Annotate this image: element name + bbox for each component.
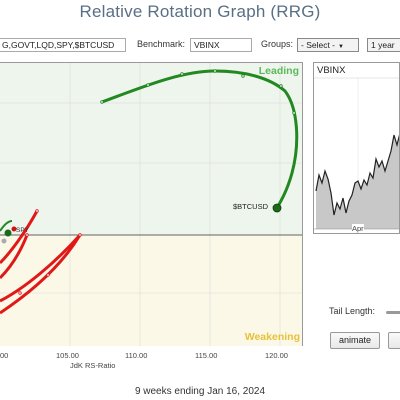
toolbar: G,GOVT,LQD,SPY,$BTCUSD Benchmark: VBINX … <box>0 35 400 57</box>
chevron-down-icon: ▼ <box>338 44 344 50</box>
weakening-quadrant <box>0 235 302 346</box>
tail-length-label: Tail Length: <box>329 306 376 316</box>
x-tick: 115.00 <box>195 351 218 360</box>
side-chart-x-tick: Apr <box>352 224 364 233</box>
red-tail-points <box>18 209 82 295</box>
leading-quadrant-label: Leading <box>258 65 299 77</box>
red-tails <box>0 210 82 315</box>
period-footer: 9 weeks ending Jan 16, 2024 <box>134 386 266 397</box>
groups-label: Groups: <box>261 39 294 49</box>
benchmark-label: Benchmark: <box>137 39 186 49</box>
side-chart-plot <box>314 77 399 233</box>
groups-select[interactable]: - Select - ▼ <box>297 38 359 52</box>
period-select[interactable]: 1 year <box>367 38 400 52</box>
leading-quadrant <box>0 63 302 235</box>
x-tick: 110.00 <box>125 351 148 360</box>
benchmark-input[interactable]: VBINX <box>190 38 252 52</box>
x-tick: 120.00 <box>265 351 288 360</box>
next-step-button[interactable] <box>388 332 400 349</box>
btc-head-marker[interactable] <box>272 203 282 213</box>
rrg-plot <box>0 63 302 346</box>
animate-button[interactable]: animate <box>330 332 380 349</box>
btc-tail-line <box>101 69 299 209</box>
page-title: Relative Rotation Graph (RRG) <box>79 2 321 21</box>
tail-length-slider[interactable] <box>386 311 400 314</box>
period-select-value: 1 year <box>371 40 395 50</box>
gray-head-marker[interactable] <box>1 238 7 244</box>
x-tick: 00 <box>0 351 9 360</box>
rrg-graph[interactable]: Leading Weakening $BTCUSD SPY <box>0 62 303 346</box>
spy-tail-line <box>0 220 13 232</box>
symbols-input[interactable]: G,GOVT,LQD,SPY,$BTCUSD <box>0 38 126 52</box>
grid <box>0 63 302 346</box>
x-tick: 105.00 <box>56 351 79 360</box>
price-line <box>315 134 399 216</box>
groups-select-value: - Select - <box>301 40 336 50</box>
btc-series-label: $BTCUSD <box>233 202 269 211</box>
red-head-marker[interactable] <box>11 226 17 232</box>
spy-series-label: SPY <box>16 227 30 234</box>
benchmark-price-chart[interactable]: VBINX Apr <box>313 62 400 234</box>
weakening-quadrant-label: Weakening <box>244 331 300 343</box>
x-axis-label: JdK RS-Ratio <box>70 361 116 370</box>
spy-head-marker[interactable] <box>4 229 12 237</box>
side-chart-title: VBINX <box>317 65 346 76</box>
btc-tail-points <box>100 69 296 115</box>
